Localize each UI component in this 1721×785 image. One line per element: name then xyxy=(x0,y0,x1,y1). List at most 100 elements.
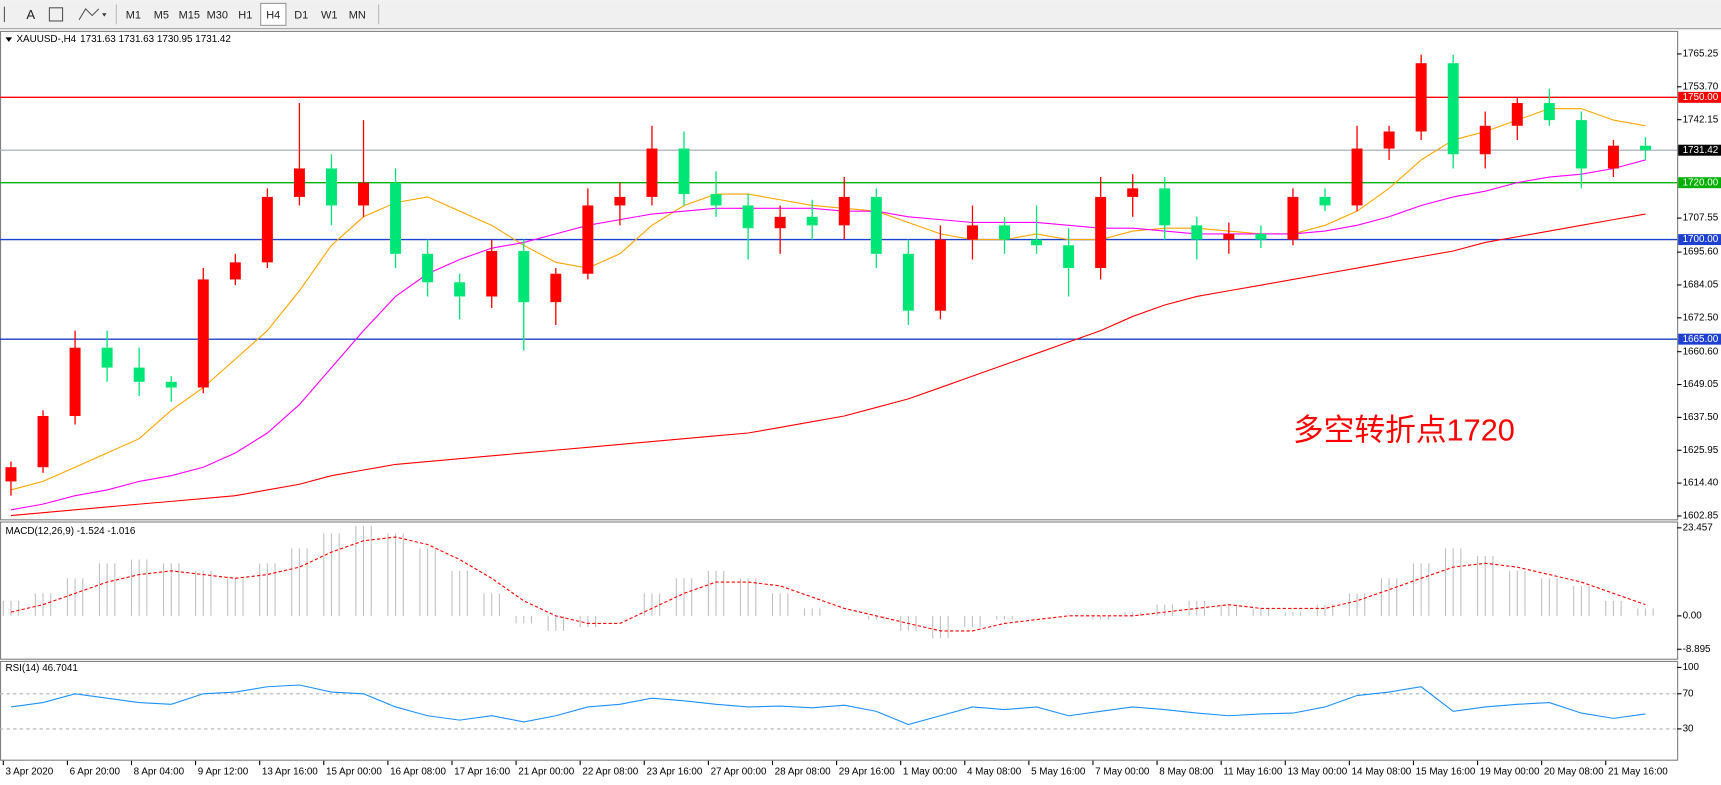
timeframe-button[interactable]: D1 xyxy=(294,9,308,21)
candle-body xyxy=(1543,103,1555,121)
active-timeframe-bg[interactable] xyxy=(260,2,287,26)
timeframe-button[interactable]: M1 xyxy=(126,9,141,21)
ohlc-readout: 1731.63 1731.63 1730.95 1731.42 xyxy=(80,34,231,45)
price-level-tag xyxy=(1678,91,1721,103)
candle-body xyxy=(422,253,434,283)
y-tick-label: -8.895 xyxy=(1683,644,1711,655)
x-tick-label: 15 May 16:00 xyxy=(1416,766,1476,777)
y-tick-label: 1753.70 xyxy=(1683,81,1719,92)
x-tick-label: 7 May 00:00 xyxy=(1095,766,1150,777)
candle-body xyxy=(1447,63,1459,155)
price-level-tag xyxy=(1678,144,1721,156)
candle-body xyxy=(934,239,946,311)
y-tick-label: 1602.85 xyxy=(1683,511,1719,522)
x-tick-label: 9 Apr 12:00 xyxy=(198,766,249,777)
label-tool-icon[interactable] xyxy=(48,7,64,22)
text-tool-icon[interactable]: A xyxy=(26,7,35,22)
candle-body xyxy=(1319,196,1331,206)
x-tick-label: 4 May 08:00 xyxy=(967,766,1022,777)
timeframe-button[interactable]: M30 xyxy=(207,9,228,21)
x-tick-label: 5 May 16:00 xyxy=(1031,766,1086,777)
x-tick-label: 16 Apr 08:00 xyxy=(390,766,446,777)
indicator-title: MACD(12,26,9) -1.524 -1.016 xyxy=(5,526,135,537)
candle-body xyxy=(293,168,305,197)
indicator-title: RSI(14) 46.7041 xyxy=(5,663,77,674)
candle-body xyxy=(1255,233,1267,240)
candle-body xyxy=(838,196,850,226)
candle-body xyxy=(1063,245,1075,269)
candle-body xyxy=(774,216,786,229)
candle-body xyxy=(1415,63,1427,132)
candle-body xyxy=(69,347,81,416)
candle-body xyxy=(1095,196,1107,269)
dropdown-icon[interactable] xyxy=(102,13,107,17)
y-tick-label: 0.00 xyxy=(1683,610,1703,621)
x-tick-label: 11 May 16:00 xyxy=(1223,766,1283,777)
timeframe-button[interactable]: M5 xyxy=(154,9,169,21)
candle-body xyxy=(742,205,754,229)
x-tick-label: 8 Apr 04:00 xyxy=(134,766,185,777)
candle-body xyxy=(1191,225,1203,240)
toolbar: A M1 M5 M15 M30 H1 H4 D1 W1 MN xyxy=(0,0,1721,30)
y-tick-label: 23.457 xyxy=(1683,522,1713,533)
candle-body xyxy=(870,196,882,254)
price-level-label: 1700.00 xyxy=(1683,234,1719,245)
x-tick-label: 20 May 08:00 xyxy=(1544,766,1604,777)
candle-body xyxy=(1575,120,1587,169)
candle-body xyxy=(454,282,466,297)
price-level-tag xyxy=(1678,234,1721,246)
y-tick-label: 1695.60 xyxy=(1683,247,1719,258)
y-tick-label: 1637.50 xyxy=(1683,412,1719,423)
macd-panel-border xyxy=(0,521,1679,660)
candle-body xyxy=(678,148,690,195)
candle-body xyxy=(902,253,914,311)
x-tick-label: 22 Apr 08:00 xyxy=(582,766,638,777)
draw-tools[interactable]: A xyxy=(3,4,117,25)
symbol-menu-icon[interactable] xyxy=(5,37,13,42)
y-tick-label: 1660.60 xyxy=(1683,346,1719,357)
candle-body xyxy=(5,467,17,482)
x-tick-label: 21 May 16:00 xyxy=(1608,766,1668,777)
price-level-label: 1665.00 xyxy=(1683,334,1719,345)
x-tick-label: 13 May 00:00 xyxy=(1287,766,1347,777)
y-tick-label: 1649.05 xyxy=(1683,379,1719,390)
y-tick-label: 1707.55 xyxy=(1683,213,1719,224)
price-level-tag xyxy=(1678,177,1721,189)
x-tick-label: 23 Apr 16:00 xyxy=(646,766,702,777)
annotation: 多空转折点1720 xyxy=(1293,413,1515,448)
timeframe-button[interactable]: W1 xyxy=(321,9,337,21)
candle-body xyxy=(133,367,145,382)
timeframe-button[interactable]: MN xyxy=(349,9,366,21)
x-tick-label: 21 Apr 00:00 xyxy=(518,766,574,777)
candle-body xyxy=(999,225,1010,240)
candle-body xyxy=(806,216,818,226)
candle-body xyxy=(1607,145,1619,169)
price-level-tag xyxy=(1678,333,1721,345)
y-tick-label: 1742.15 xyxy=(1683,114,1719,125)
moving-average xyxy=(10,108,1646,491)
candle-body xyxy=(582,205,594,274)
x-tick-label: 1 May 00:00 xyxy=(903,766,958,777)
candle-body xyxy=(1223,233,1235,240)
macd-signal xyxy=(10,536,1646,632)
price-level-label: 1720.00 xyxy=(1683,177,1719,188)
moving-average xyxy=(10,159,1646,511)
timeframe-button[interactable]: H1 xyxy=(238,9,252,21)
x-tick-label: 19 May 00:00 xyxy=(1480,766,1540,777)
x-tick-label: 29 Apr 16:00 xyxy=(839,766,895,777)
x-tick-label: 27 Apr 00:00 xyxy=(711,766,767,777)
candle-body xyxy=(1511,103,1523,126)
price-level-label: 1750.00 xyxy=(1683,92,1719,103)
y-tick-label: 1614.40 xyxy=(1683,478,1719,489)
timeframe-button[interactable]: M15 xyxy=(179,9,200,21)
moving-average xyxy=(10,213,1646,517)
candle-body xyxy=(1479,125,1491,155)
candle-body xyxy=(261,196,273,263)
x-tick-label: 6 Apr 20:00 xyxy=(70,766,121,777)
timeframe-button[interactable]: H4 xyxy=(266,9,280,21)
candle-body xyxy=(358,182,370,206)
y-tick-label: 70 xyxy=(1683,688,1694,699)
shapes-icon[interactable] xyxy=(78,8,100,21)
candle-body xyxy=(1639,145,1651,151)
